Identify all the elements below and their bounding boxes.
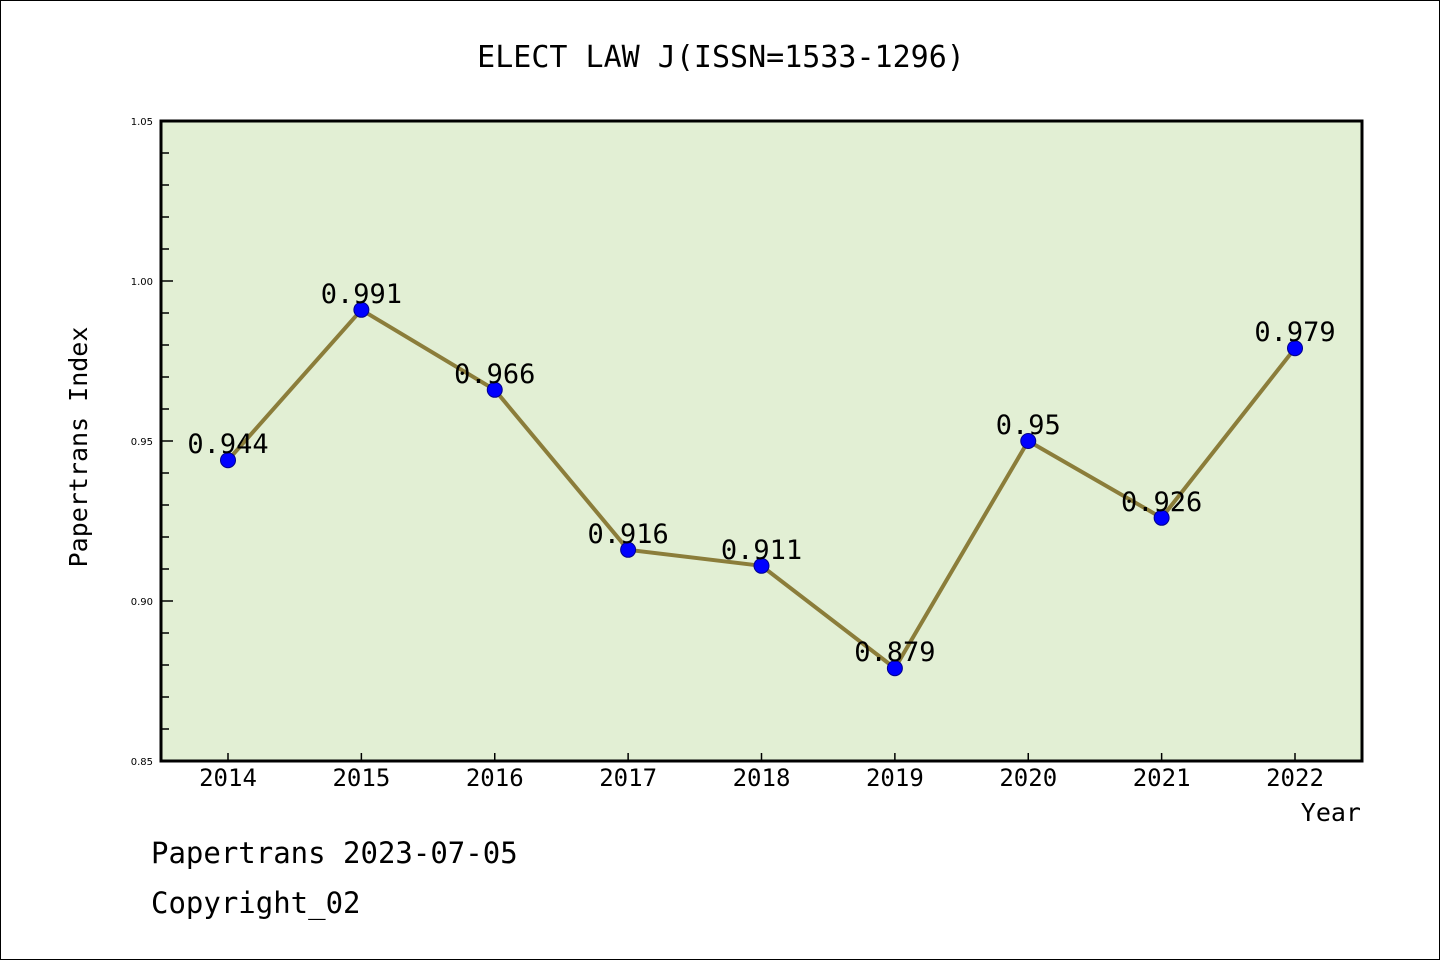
data-point xyxy=(486,381,503,398)
y-tick-label: 0.90 xyxy=(131,597,153,608)
y-tick-label: 0.85 xyxy=(131,757,153,768)
y-axis: 0.85 0.90 0.95 1.00 1.05 xyxy=(131,117,173,768)
x-axis-label: Year xyxy=(1301,798,1361,827)
footer-date: Papertrans 2023-07-05 xyxy=(151,836,518,870)
data-label: 0.979 xyxy=(1254,317,1335,348)
x-tick-label: 2019 xyxy=(866,764,924,792)
data-point xyxy=(1287,340,1303,357)
data-label: 0.916 xyxy=(587,519,668,550)
x-tick-label: 2017 xyxy=(599,764,657,792)
data-point xyxy=(1020,433,1037,449)
data-point xyxy=(353,301,370,318)
x-tick-label: 2022 xyxy=(1266,764,1324,792)
data-label: 0.879 xyxy=(854,637,935,668)
chart-title: ELECT LAW J(ISSN=1533-1296) xyxy=(477,40,965,75)
data-point xyxy=(220,452,236,469)
y-tick-label: 0.95 xyxy=(131,437,153,448)
x-tick-label: 2014 xyxy=(199,764,257,792)
x-axis: 2014 2015 2016 2017 2018 2019 2020 2021 2022 xyxy=(199,753,1324,792)
data-label: 0.911 xyxy=(721,535,802,566)
x-tick-label: 2018 xyxy=(733,764,791,792)
data-point xyxy=(620,541,637,558)
data-label: 0.926 xyxy=(1121,487,1202,518)
data-label: 0.991 xyxy=(321,279,402,310)
data-point xyxy=(1153,509,1170,526)
data-labels: 0.944 0.991 0.966 0.916 0.911 0.879 0.95 0.926 0… xyxy=(187,279,1335,668)
y-tick-label: 1.00 xyxy=(131,277,153,288)
x-tick-label: 2016 xyxy=(466,764,524,792)
data-point xyxy=(886,660,903,677)
y-tick-label: 1.05 xyxy=(131,117,153,128)
data-label: 0.966 xyxy=(454,359,535,390)
x-tick-label: 2015 xyxy=(332,764,390,792)
x-tick-label: 2020 xyxy=(999,764,1057,792)
x-tick-label: 2021 xyxy=(1133,764,1191,792)
y-axis-label: Papertrans Index xyxy=(64,327,93,568)
data-label: 0.95 xyxy=(996,410,1061,441)
data-label: 0.944 xyxy=(187,429,268,460)
plot-area xyxy=(159,119,1364,763)
footer-copyright: Copyright_02 xyxy=(151,886,361,920)
data-points xyxy=(220,301,1303,677)
data-point xyxy=(753,557,770,574)
